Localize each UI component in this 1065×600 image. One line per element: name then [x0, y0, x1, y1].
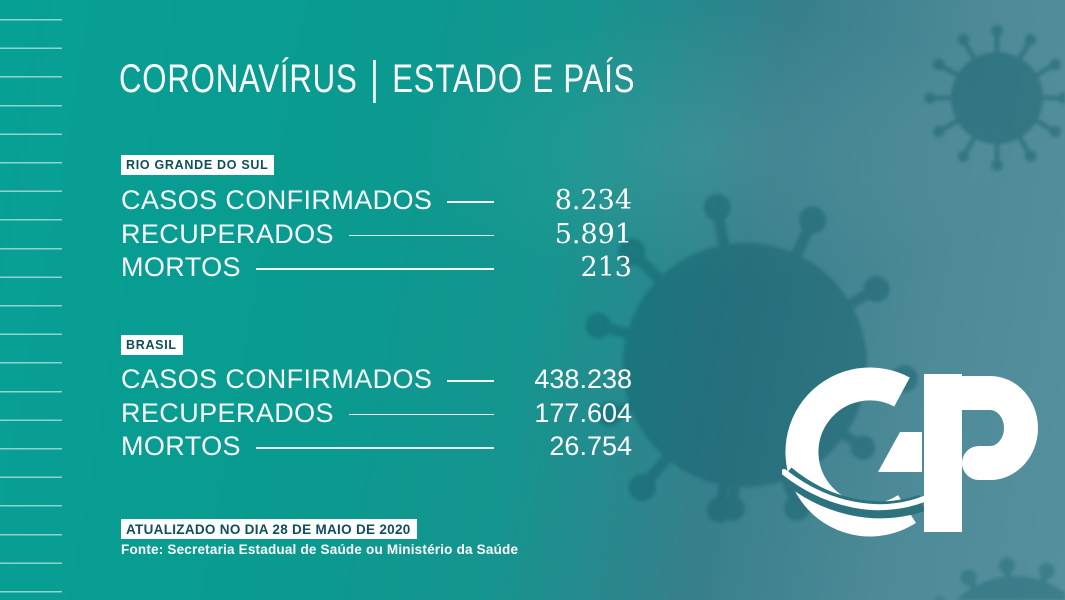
- updated-badge: ATUALIZADO NO DIA 28 DE MAIO DE 2020: [121, 519, 417, 539]
- stat-row: CASOS CONFIRMADOS 8.234: [121, 184, 632, 218]
- title-separator: |: [370, 52, 380, 105]
- stat-row: CASOS CONFIRMADOS 438.238: [121, 363, 632, 397]
- section-rio-grande-do-sul: RIO GRANDE DO SUL CASOS CONFIRMADOS 8.23…: [121, 155, 635, 285]
- section-brasil: BRASIL CASOS CONFIRMADOS 438.238 RECUPER…: [121, 335, 635, 464]
- gp-logo: [782, 367, 1038, 537]
- stat-value: 177.604: [534, 397, 632, 428]
- footer: ATUALIZADO NO DIA 28 DE MAIO DE 2020 Fon…: [121, 519, 518, 557]
- source-text: Fonte: Secretaria Estadual de Saúde ou M…: [121, 542, 519, 557]
- stat-row: MORTOS 213: [121, 251, 632, 285]
- leader-line: [447, 201, 494, 203]
- leader-line: [447, 380, 494, 382]
- stat-row: RECUPERADOS 177.604: [121, 397, 632, 431]
- leader-line: [348, 234, 494, 236]
- stat-label: MORTOS: [121, 252, 241, 283]
- leader-line: [348, 413, 494, 415]
- leader-line: [255, 268, 494, 270]
- stat-label: RECUPERADOS: [121, 397, 334, 428]
- stat-value: 26.754: [549, 431, 632, 462]
- stat-label: CASOS CONFIRMADOS: [121, 185, 433, 216]
- stat-value: 8.234: [554, 185, 632, 217]
- title-right: ESTADO E PAÍS: [392, 56, 636, 101]
- stat-label: CASOS CONFIRMADOS: [121, 364, 433, 395]
- section-tag-brasil: BRASIL: [121, 335, 183, 355]
- stat-value: 5.891: [554, 218, 632, 250]
- stat-value: 438.238: [534, 364, 632, 395]
- light-streak: [400, 10, 1020, 290]
- section-tag-rs: RIO GRANDE DO SUL: [121, 155, 275, 175]
- stat-label: MORTOS: [121, 431, 241, 462]
- leader-line: [255, 447, 494, 449]
- stat-value: 213: [580, 252, 632, 284]
- stat-label: RECUPERADOS: [121, 218, 334, 249]
- stat-row: MORTOS 26.754: [121, 430, 632, 464]
- title-left: CORONAVÍRUS: [119, 56, 358, 101]
- left-tick-lines: [0, 19, 62, 597]
- page-title: CORONAVÍRUS | ESTADO E PAÍS: [119, 52, 636, 105]
- stat-row: RECUPERADOS 5.891: [121, 218, 632, 252]
